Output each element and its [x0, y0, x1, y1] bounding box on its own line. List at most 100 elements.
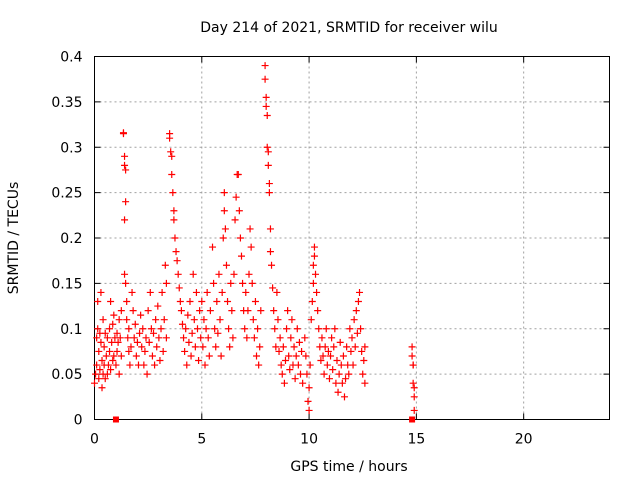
data-point: [351, 343, 359, 351]
data-point: [320, 370, 328, 378]
data-point: [286, 366, 294, 374]
data-point: [97, 338, 105, 346]
data-point: [121, 161, 129, 169]
data-point: [246, 225, 254, 233]
data-point: [137, 311, 145, 319]
data-point: [215, 270, 223, 278]
data-point: [354, 298, 362, 306]
x-tick-label: 0: [90, 432, 99, 448]
data-point: [169, 189, 177, 197]
data-point: [309, 261, 317, 269]
data-point: [227, 279, 235, 287]
data-point: [348, 334, 356, 342]
data-point: [216, 316, 224, 324]
data-point: [306, 361, 314, 369]
data-point: [292, 352, 300, 360]
data-point: [95, 375, 103, 383]
data-point: [129, 307, 137, 315]
data-point: [281, 357, 289, 365]
data-point: [190, 316, 198, 324]
x-tick-labels: 0 5 10 15 20: [90, 432, 533, 448]
data-points: [91, 62, 418, 423]
x-tick-label: 20: [515, 432, 533, 448]
data-point: [172, 248, 180, 256]
data-point: [221, 225, 229, 233]
data-point: [352, 307, 360, 315]
data-point: [224, 298, 232, 306]
data-point: [144, 307, 152, 315]
data-point: [279, 343, 287, 351]
data-point: [310, 243, 318, 251]
data-point: [154, 302, 162, 310]
data-point: [200, 316, 208, 324]
data-point: [410, 406, 418, 414]
data-point: [308, 298, 316, 306]
data-point: [124, 334, 132, 342]
data-point: [153, 343, 161, 351]
data-point: [96, 366, 104, 374]
y-tick-label: 0.4: [60, 50, 82, 66]
data-point: [357, 325, 365, 333]
data-point: [158, 288, 166, 296]
data-point-square: [112, 416, 119, 423]
data-point: [291, 375, 299, 383]
data-point: [349, 361, 357, 369]
data-point: [269, 284, 277, 292]
data-point: [170, 207, 178, 215]
data-point: [321, 343, 329, 351]
data-point: [121, 152, 129, 160]
data-point: [130, 334, 138, 342]
data-point: [217, 352, 225, 360]
data-point: [139, 325, 147, 333]
data-point: [178, 320, 186, 328]
data-point: [332, 379, 340, 387]
data-point: [336, 338, 344, 346]
data-point: [185, 338, 193, 346]
data-point: [122, 166, 130, 174]
data-point: [257, 307, 265, 315]
data-point: [310, 252, 318, 260]
data-point: [298, 347, 306, 355]
data-point: [97, 288, 105, 296]
data-point: [242, 288, 250, 296]
data-point: [127, 343, 135, 351]
data-point: [214, 329, 222, 337]
data-point: [100, 343, 108, 351]
data-point: [330, 343, 338, 351]
data-point: [119, 129, 127, 137]
data-point: [138, 343, 146, 351]
data-point: [324, 347, 332, 355]
data-point: [243, 334, 251, 342]
data-point: [280, 379, 288, 387]
data-point: [295, 338, 303, 346]
data-point: [106, 347, 114, 355]
y-tick-label: 0.35: [51, 95, 82, 111]
data-point: [180, 334, 188, 342]
data-point: [174, 270, 182, 278]
data-point: [99, 316, 107, 324]
data-point: [162, 334, 170, 342]
data-point: [278, 370, 286, 378]
data-point: [241, 325, 249, 333]
data-point: [313, 288, 321, 296]
data-point: [276, 334, 284, 342]
data-point: [107, 298, 115, 306]
data-point: [222, 261, 230, 269]
data-point: [195, 357, 203, 365]
y-tick-label: 0.3: [60, 140, 82, 156]
data-point: [168, 152, 176, 160]
data-point: [101, 375, 109, 383]
data-point: [358, 347, 366, 355]
data-point: [329, 366, 337, 374]
data-point: [277, 361, 285, 369]
data-point: [151, 361, 159, 369]
data-point: [284, 307, 292, 315]
data-point: [317, 357, 325, 365]
data-point: [110, 352, 118, 360]
data-point: [211, 325, 219, 333]
data-point: [152, 316, 160, 324]
data-point: [194, 325, 201, 333]
data-point: [177, 307, 185, 315]
data-point: [103, 370, 111, 378]
data-point: [121, 216, 129, 224]
